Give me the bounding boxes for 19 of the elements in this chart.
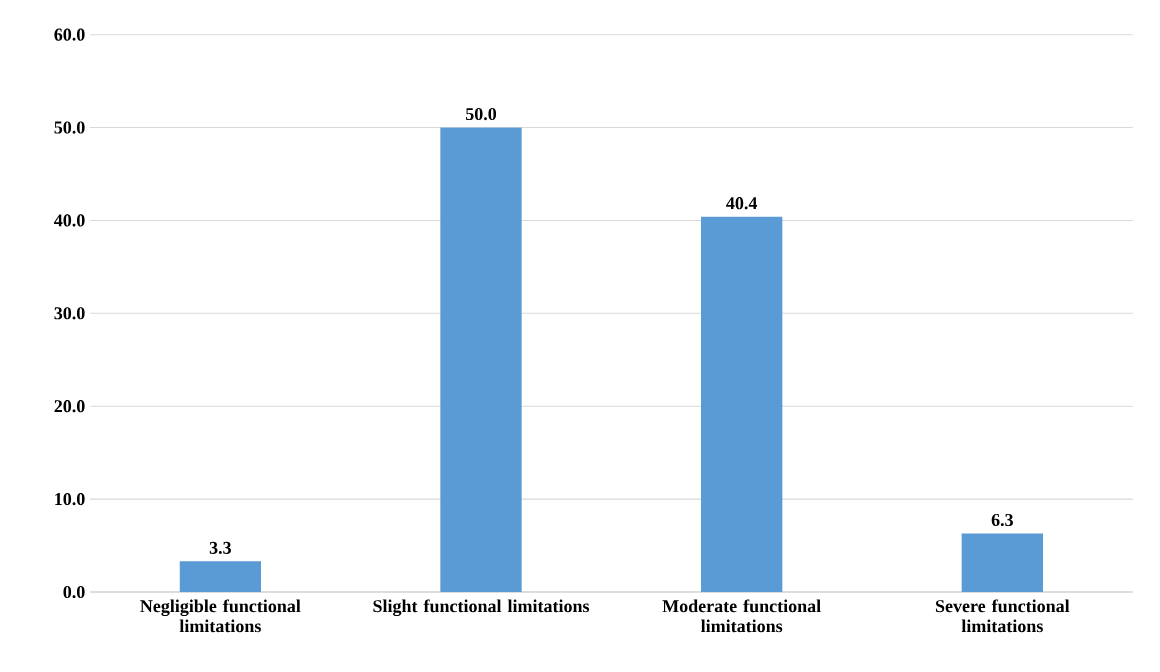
y-tick-label: 40.0	[54, 214, 85, 227]
y-tick-label: 50.0	[54, 121, 85, 134]
y-tick-label: 10.0	[55, 492, 85, 506]
y-tick-label: 30.0	[54, 307, 85, 320]
y-tick-label: 0.0	[63, 585, 85, 599]
bar	[440, 127, 522, 592]
x-tick-label: Moderate functional limitations	[662, 599, 821, 633]
x-tick-label: Negligible functional limitations	[140, 599, 301, 633]
bar	[701, 216, 783, 592]
y-tick-label: 20.0	[54, 400, 85, 413]
y-tick-label: 60.0	[54, 28, 85, 41]
data-label: 3.3	[209, 541, 231, 554]
x-tick-label: Slight functional limitations	[373, 599, 590, 617]
bar	[179, 561, 261, 592]
data-label: 50.0	[465, 107, 497, 121]
bar	[961, 533, 1043, 592]
data-label: 40.4	[726, 197, 758, 210]
data-label: 6.3	[991, 513, 1013, 527]
x-tick-label: Severe functional limitations	[935, 599, 1070, 633]
